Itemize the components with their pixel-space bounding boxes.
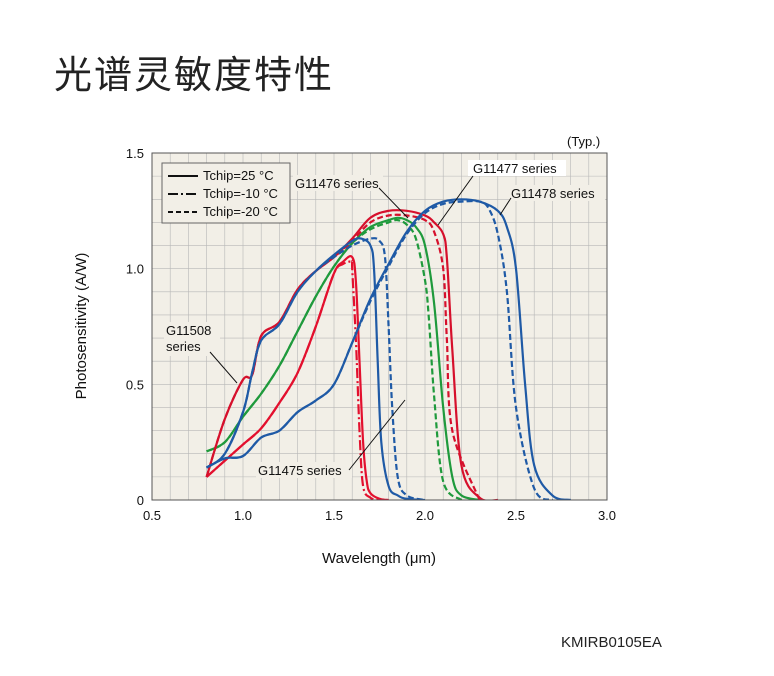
legend-label-minus20: Tchip=-20 °C [203, 204, 278, 219]
x-tick-label: 0.5 [143, 508, 161, 523]
x-tick-label: 2.0 [416, 508, 434, 523]
y-tick-label: 0.5 [126, 377, 144, 392]
y-axis-label: Photosensitivity (A/W) [73, 253, 90, 400]
tick-labels: 0.5 1.0 1.5 2.0 2.5 3.000.51.01.5 [126, 146, 616, 523]
legend-label-25: Tchip=25 °C [203, 168, 274, 183]
series-line-g11478-solid [206, 198, 571, 500]
annotation-bg-g11477 [468, 160, 566, 176]
series-annotations: G11476 series G11477 series G11478 serie… [164, 160, 605, 478]
leader-g11476 [378, 187, 409, 219]
plot-frame [151, 152, 608, 501]
leader-g11475 [348, 399, 406, 471]
annotation-g11475: G11475 series [258, 463, 342, 478]
y-tick-label: 1.5 [126, 146, 144, 161]
annotation-g11477: G11477 series [473, 161, 557, 176]
legend-label-minus10: Tchip=-10 °C [203, 186, 278, 201]
figure-code: KMIRB0105EA [561, 634, 662, 651]
leader-g11478 [499, 197, 512, 216]
leader-g11477 [437, 175, 474, 226]
annotation-g11478: G11478 series [511, 186, 595, 201]
series-line-g11475-dashdot [205, 259, 380, 500]
annotation-bg-g11508 [164, 322, 220, 356]
annotation-g11508-line2: series [166, 339, 201, 354]
page-title: 光谱灵敏度特性 [54, 53, 335, 97]
series-line-g11476-dashed [206, 218, 463, 500]
legend: Tchip=25 °C Tchip=-10 °C Tchip=-20 °C [161, 162, 291, 224]
annotation-g11476: G11476 series [295, 176, 379, 191]
x-tick-label: 3.0 [598, 508, 616, 523]
y-tick-label: 0 [137, 493, 144, 508]
annotation-bg-g11476 [293, 175, 383, 191]
annotation-bg-g11478 [509, 185, 605, 201]
curves [205, 198, 571, 500]
x-axis-label: Wavelength (μm) [322, 550, 436, 567]
annotation-bg-g11475 [256, 462, 352, 478]
x-tick-label: 1.5 [325, 508, 343, 523]
leader-g11508 [209, 351, 238, 384]
typ-note: (Typ.) [567, 134, 600, 149]
x-tick-label: 2.5 [507, 508, 525, 523]
annotation-g11508-line1: G11508 [166, 323, 211, 338]
x-tick-label: 1.0 [234, 508, 252, 523]
legend-box [161, 162, 291, 224]
series-line-g11478-dashed [206, 199, 553, 500]
y-tick-label: 1.0 [126, 262, 144, 277]
